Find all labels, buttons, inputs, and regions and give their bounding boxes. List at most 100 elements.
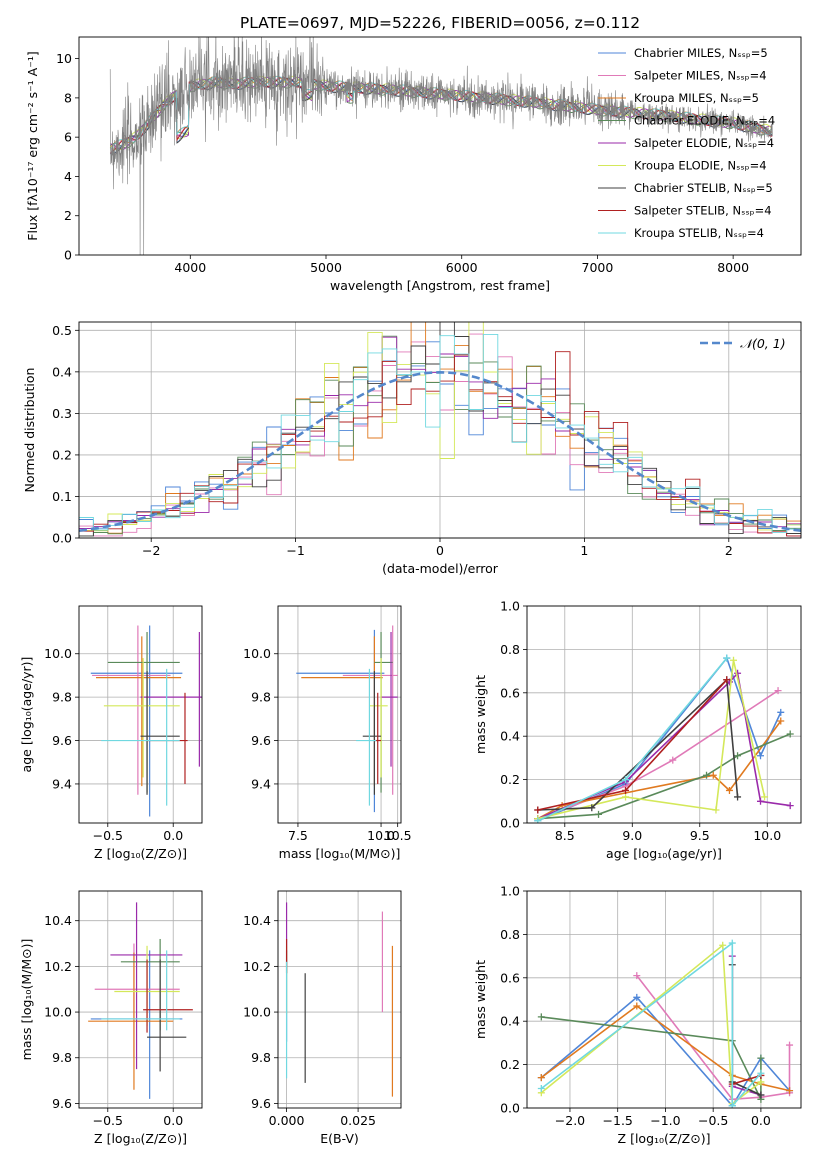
x-tick-label: 6000 <box>446 260 478 275</box>
x-tick-label: 1 <box>580 543 588 558</box>
axes-frame <box>78 321 802 539</box>
y-tick-label: 4 <box>64 169 72 184</box>
mass-weight-marker <box>786 802 794 810</box>
mass-weight-marker <box>757 1091 765 1099</box>
y-tick-label: 0.2 <box>500 772 520 787</box>
errorbar-point <box>101 668 180 806</box>
x-tick-label: 9.0 <box>622 828 642 843</box>
y-tick-label: 10.0 <box>44 646 72 661</box>
errorbar-point <box>107 632 180 793</box>
y-tick-label: 10 <box>56 51 72 66</box>
x-axis-label: wavelength [Angstrom, rest frame] <box>330 278 550 293</box>
y-tick-label: 10.0 <box>243 1005 271 1020</box>
legend-label: Salpeter MILES, Nₛₛₚ=4 <box>634 69 767 83</box>
errorbar-point <box>140 671 180 795</box>
normal-curve <box>79 370 801 532</box>
y-tick-label: 9.8 <box>52 1050 72 1065</box>
mass-weight-marker <box>730 656 738 664</box>
y-tick-label: 10.0 <box>243 646 271 661</box>
x-tick-label: −1 <box>286 543 304 558</box>
legend-label: 𝒩(0, 1) <box>740 336 786 351</box>
y-tick-label: 0.0 <box>500 1101 520 1116</box>
y-tick-label: 0.4 <box>52 364 72 379</box>
mass-weight-marker <box>786 1041 794 1049</box>
mass-weight-marker <box>757 752 765 760</box>
mass-vs-Z-axes: −0.5 0.0 9.6 9.8 10.0 10.2 10.4 Z [log₁₀(Z/Z⊙)]… <box>19 891 202 1146</box>
mass-weight-marker <box>734 752 742 760</box>
mass-weight-marker <box>633 993 641 1001</box>
y-tick-label: 9.4 <box>251 776 271 791</box>
mass-vs-EBV-plot <box>285 902 394 1097</box>
mass-weight-marker <box>725 786 733 794</box>
residuals-plot <box>79 322 801 538</box>
y-tick-label: 0.6 <box>500 685 520 700</box>
x-tick-label: 8000 <box>717 260 749 275</box>
x-tick-label: 0.000 <box>269 1113 305 1128</box>
x-tick-label: 10.5 <box>384 828 412 843</box>
x-tick-label: 2 <box>725 543 733 558</box>
y-axis-label: Normed distribution <box>22 368 37 493</box>
x-axis-label: mass [log₁₀(M/M⊙)] <box>279 846 401 861</box>
mass-weight-marker <box>534 817 542 823</box>
y-tick-label: 8 <box>64 90 72 105</box>
residual-histogram <box>79 333 801 538</box>
mass-weight-marker <box>757 1054 765 1062</box>
errorbar-point <box>296 629 385 813</box>
mass-weight-marker <box>622 793 630 801</box>
y-tick-label: 1.0 <box>500 599 520 614</box>
y-tick-label: 0.2 <box>52 447 72 462</box>
x-tick-label: −0.5 <box>93 828 123 843</box>
legend-label: Kroupa STELIB, Nₛₛₚ=4 <box>634 226 764 240</box>
axes-frame <box>526 890 802 1109</box>
x-axis-label: (data-model)/error <box>382 561 499 576</box>
x-tick-label: 4000 <box>174 260 206 275</box>
x-tick-label: 0 <box>436 543 444 558</box>
x-axis-label: Z [log₁₀(Z/Z⊙)] <box>618 1131 711 1146</box>
y-tick-label: 2 <box>64 208 72 223</box>
x-tick-label: 9.5 <box>690 828 710 843</box>
axes-frame <box>526 605 802 824</box>
y-tick-label: 0.1 <box>52 489 72 504</box>
x-tick-label: −0.5 <box>698 1113 728 1128</box>
y-tick-label: 9.6 <box>52 733 72 748</box>
y-axis-label: age [log₁₀(age/yr)] <box>19 657 34 773</box>
x-axis-label: Z [log₁₀(Z/Z⊙)] <box>94 1131 187 1146</box>
mass-weight-marker <box>728 1102 736 1108</box>
y-tick-label: 10.4 <box>243 913 271 928</box>
legend-label: Kroupa ELODIE, Nₛₛₚ=4 <box>634 159 767 173</box>
massweight-vs-age-plot <box>534 654 794 823</box>
x-tick-label: 10.0 <box>753 828 781 843</box>
y-tick-label: 0.4 <box>500 729 520 744</box>
axes-frame <box>78 890 203 1109</box>
errorbar-point <box>301 636 383 787</box>
y-axis-label: mass weight <box>473 675 488 754</box>
y-axis-label: mass weight <box>473 960 488 1039</box>
x-tick-label: 8.5 <box>555 828 575 843</box>
x-tick-label: 0.0 <box>163 1113 183 1128</box>
mass-weight-marker <box>588 804 596 812</box>
mass-weight-marker <box>757 1078 765 1086</box>
errorbar-point <box>381 632 398 767</box>
y-axis-label: mass [log₁₀(M/M⊙)] <box>19 939 34 1061</box>
legend-label: Chabrier ELODIE, Nₛₛₚ=4 <box>634 114 775 128</box>
y-tick-label: 9.8 <box>251 1050 271 1065</box>
mass-weight-marker <box>786 730 794 738</box>
y-tick-label: 0 <box>64 248 72 263</box>
errorbar-point <box>356 668 377 806</box>
x-tick-label: 0.0 <box>751 1113 771 1128</box>
y-tick-label: 1.0 <box>500 884 520 899</box>
mass-weight-marker <box>734 793 742 801</box>
y-tick-label: 0.0 <box>52 531 72 546</box>
y-tick-label: 10.4 <box>44 913 72 928</box>
y-tick-label: 9.8 <box>251 690 271 705</box>
y-tick-label: 9.4 <box>52 776 72 791</box>
errorbar-point <box>140 632 202 767</box>
mass-weight-line <box>540 943 762 1106</box>
mass-weight-marker <box>669 756 677 764</box>
y-tick-label: 6 <box>64 130 72 145</box>
y-axis-label: Flux [fλ10⁻¹⁷ erg cm⁻² s⁻¹ A⁻¹] <box>25 51 40 240</box>
errorbar-point <box>90 625 183 817</box>
y-tick-label: 10.2 <box>243 959 271 974</box>
